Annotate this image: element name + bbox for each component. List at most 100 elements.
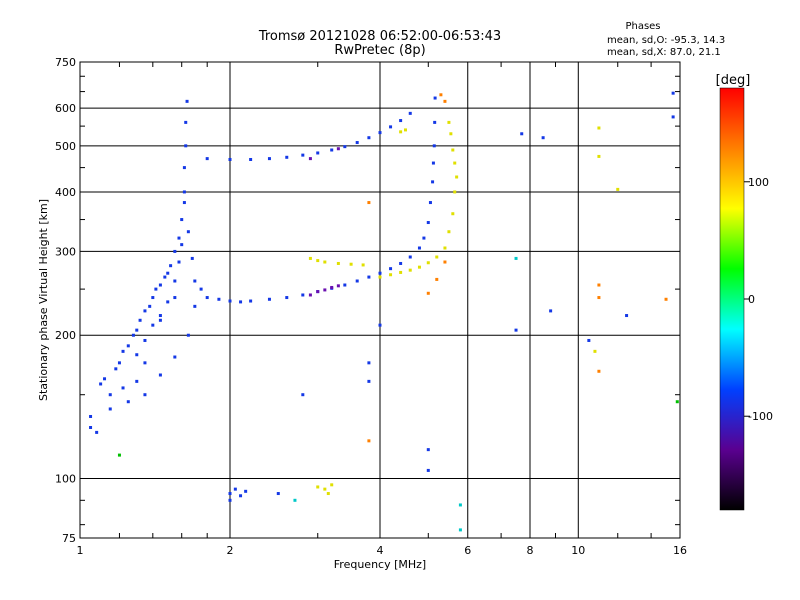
data-point [514,328,518,332]
colorbar-ticks: 100 0 -100 [744,176,773,423]
data-point [108,407,112,411]
data-point [199,287,203,291]
data-point [435,255,439,259]
x-axis-label: Frequency [MHz] [334,558,426,571]
y-tick-label: 100 [55,473,76,486]
data-point [616,187,620,191]
data-point [367,379,371,383]
data-point [276,492,280,496]
data-point [514,256,518,260]
data-point [217,297,221,301]
x-tick-label: 10 [571,544,585,557]
data-point [426,468,430,472]
data-point [126,400,130,404]
data-point [103,377,107,381]
data-point [158,318,162,322]
data-point [330,483,334,487]
data-point [316,259,320,263]
data-point [433,96,437,100]
data-point [228,299,232,303]
axis-layer: 1 2 4 6 8 10 16 75 100 200 300 400 500 600 750 [55,56,687,557]
data-point [664,297,668,301]
data-point [89,414,93,418]
data-point [587,338,591,342]
data-point [151,296,155,300]
data-point [138,318,142,322]
y-tick-label: 600 [55,102,76,115]
data-point [389,125,393,129]
data-point [426,448,430,452]
data-point [233,487,237,491]
data-point [239,300,243,304]
data-point [177,260,181,264]
data-point [184,144,188,148]
data-point [173,249,177,253]
data-point [135,379,139,383]
data-point [431,180,435,184]
data-point [249,299,253,303]
data-point [143,309,147,313]
x-tick-label: 16 [673,544,687,557]
data-point [117,361,121,365]
y-axis-label: Stationary phase Virtual Height [km] [37,199,50,401]
data-point [143,393,147,397]
data-point [114,367,118,371]
data-point [671,115,675,119]
data-point [308,256,312,260]
data-point [177,236,181,240]
data-point [316,151,320,155]
data-point [330,285,334,289]
colorbar-tick-label: 0 [748,293,755,306]
data-point [403,128,407,132]
plot-frame [79,61,681,539]
data-point [193,304,197,308]
data-point [343,283,347,287]
y-tick-label: 750 [55,56,76,69]
data-point [428,201,432,205]
data-point [389,273,393,277]
data-point [336,284,340,288]
data-point [593,349,597,353]
data-point [625,314,629,318]
data-point [301,293,305,297]
data-point [399,130,403,134]
colorbar-tick-label: 100 [748,176,769,189]
data-point [451,148,455,152]
data-point [443,260,447,264]
data-point [355,141,359,145]
data-point [597,154,601,158]
data-point [316,485,320,489]
data-point [422,236,426,240]
plot-area [80,62,680,538]
data-point [323,487,327,491]
data-point [117,453,121,457]
data-point [163,275,167,279]
data-point [173,279,177,283]
data-point [95,430,99,434]
colorbar [719,87,745,511]
data-point [169,264,173,268]
data-point [408,255,412,259]
data-point [180,243,184,247]
data-point [249,157,253,161]
data-point [443,246,447,250]
data-point [135,353,139,357]
data-point [451,212,455,216]
data-point [173,296,177,300]
data-point [108,393,112,397]
data-point [367,439,371,443]
y-tick-label: 200 [55,329,76,342]
data-point [433,120,437,124]
data-point [99,382,103,386]
data-point [458,528,462,532]
data-point [148,304,152,308]
data-point [182,166,186,170]
data-point [671,91,675,95]
data-point [399,119,403,123]
data-point [597,126,601,130]
data-point [597,296,601,300]
data-point [180,218,184,222]
data-point [228,492,232,496]
data-point [336,261,340,265]
data-point [439,93,443,97]
